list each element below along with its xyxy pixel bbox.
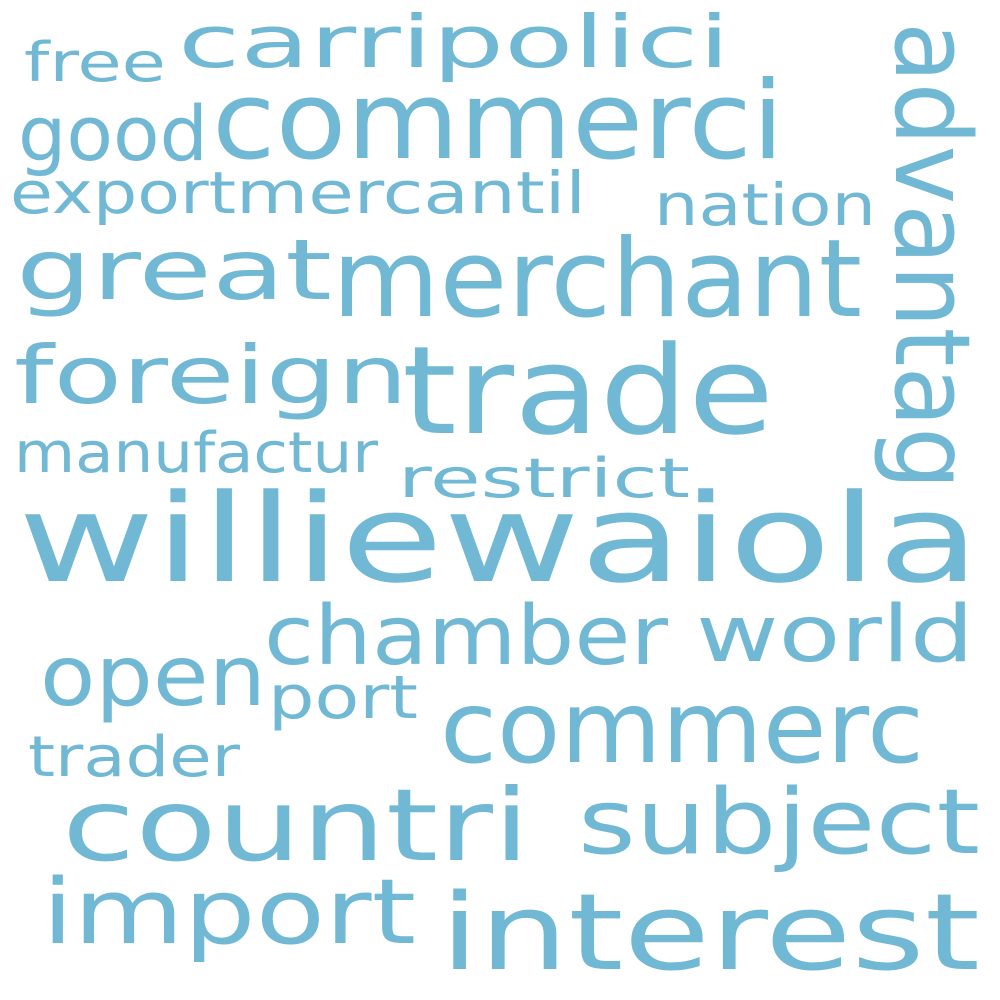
word-nation: nation	[654, 171, 876, 239]
word-commerc: commerc	[440, 669, 924, 786]
word-port: port	[268, 663, 418, 733]
word-foreign: foreign	[14, 329, 408, 422]
word-countri: countri	[62, 767, 530, 884]
word-mercantil: mercantil	[236, 159, 586, 227]
word-export: export	[10, 159, 236, 227]
word-world: world	[696, 590, 974, 680]
word-carripolici: carripolici	[178, 0, 730, 84]
word-good: good	[18, 89, 208, 178]
word-advantag: advantag	[871, 22, 993, 490]
word-great: great	[16, 221, 332, 319]
word-subject: subject	[578, 770, 980, 875]
word-interest: interest	[440, 871, 980, 994]
word-open: open	[40, 627, 266, 725]
word-merchant: merchant	[332, 217, 862, 342]
word-restrict: restrict	[398, 447, 690, 510]
word-williewaiola: williewaiola	[18, 468, 980, 610]
word-trade: trade	[402, 320, 774, 462]
word-free: free	[24, 31, 166, 94]
word-manufactur: manufactur	[14, 421, 378, 486]
word-chamber: chamber	[264, 589, 668, 684]
word-trader: trader	[28, 725, 240, 790]
word-import: import	[42, 860, 416, 965]
word-commerci: commerci	[212, 59, 784, 184]
